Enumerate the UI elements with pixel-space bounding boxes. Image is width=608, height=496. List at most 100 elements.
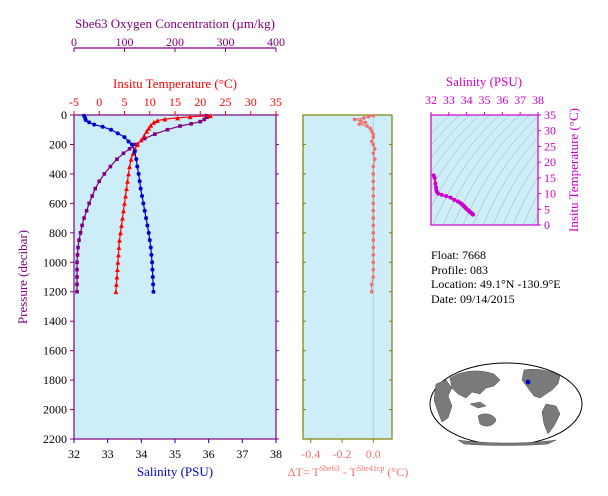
salinity-point — [109, 127, 114, 132]
delta-t-point — [358, 119, 363, 123]
temperature-point — [146, 125, 152, 131]
temperature-point — [162, 116, 168, 122]
ts-salinity-tick-label: 34 — [461, 93, 473, 107]
ts-isopycnal — [431, 115, 461, 146]
delta-t-label-sup-sbe63: Sbe63 — [320, 464, 340, 473]
salinity-point — [100, 124, 105, 129]
oxygen-point — [93, 186, 98, 191]
profile-panel: Sbe63 Oxygen Concentration (µm/kg) 0 100 2… — [15, 16, 285, 479]
pressure-tick-label: 1200 — [43, 285, 67, 299]
temperature-tick-label: 20 — [194, 95, 206, 109]
temperature-point — [119, 223, 124, 228]
salinity-point — [140, 194, 145, 198]
salinity-tick-label: 36 — [203, 447, 215, 461]
salinity-point — [115, 131, 120, 136]
delta-t-tick-label: 0.0 — [366, 447, 381, 461]
temperature-point — [126, 171, 131, 177]
oxygen-point — [75, 253, 80, 257]
salinity-point — [132, 149, 137, 154]
delta-t-point — [371, 216, 376, 220]
delta-t-point — [371, 151, 376, 156]
temperature-point — [130, 150, 136, 156]
pressure-tick-label: 0 — [61, 108, 67, 122]
salinity-point — [134, 157, 139, 162]
delta-t-axis-label: ΔT= TSbe63 - TSbe41cp (°C) — [288, 464, 408, 479]
delta-t-tick-label: -0.4 — [301, 447, 320, 461]
ts-temperature-tick-label: 20 — [544, 155, 556, 169]
oxygen-tick-label: 0 — [71, 35, 77, 49]
delta-t-point — [371, 231, 376, 235]
delta-t-point — [371, 194, 376, 198]
salinity-point — [129, 142, 134, 147]
ts-isopycnal — [432, 115, 511, 225]
temperature-point — [115, 267, 120, 273]
float-id: Float: 7668 — [431, 248, 487, 262]
ts-isopycnal — [431, 115, 501, 208]
salinity-point — [150, 267, 155, 272]
delta-t-point — [371, 208, 376, 213]
oxygen-point — [189, 122, 193, 126]
location: Location: 49.1°N -130.9°E — [431, 277, 561, 291]
temperature-point — [135, 142, 141, 147]
temperature-tick-label: 25 — [220, 95, 232, 109]
salinity-point — [87, 120, 92, 125]
oxygen-point — [121, 151, 126, 156]
temperature-point — [138, 137, 144, 143]
salinity-tick-label: 37 — [236, 447, 248, 461]
salinity-point — [136, 171, 141, 176]
salinity-point — [150, 275, 155, 279]
delta-t-point — [373, 147, 377, 151]
oxygen-point — [165, 127, 170, 132]
delta-t-plot-frame — [302, 114, 393, 440]
temperature-point — [175, 115, 180, 121]
delta-t-point — [371, 113, 376, 118]
delta-t-point — [365, 124, 369, 128]
ts-salinity-tick-label: 33 — [443, 93, 455, 107]
temperature-tick-label: 5 — [122, 95, 128, 109]
map-indonesia — [469, 401, 487, 409]
ts-point — [432, 175, 437, 180]
map-asia — [449, 370, 501, 399]
salinity-point — [135, 164, 140, 169]
ts-salinity-tick-label: 36 — [496, 93, 508, 107]
delta-t-panel: -0.4 -0.2 0.0 ΔT= TSbe63 - TSbe41cp (°C) — [288, 113, 408, 479]
ts-temperature-tick-label: 25 — [544, 139, 556, 153]
salinity-axis-label: Salinity (PSU) — [137, 464, 213, 479]
ts-point — [439, 192, 444, 197]
temperature-point — [117, 237, 122, 243]
profile-number: Profile: 083 — [431, 262, 488, 277]
map-australia — [477, 413, 497, 427]
delta-t-point — [352, 117, 357, 122]
ts-temperature-tick-label: 30 — [544, 124, 556, 138]
ts-isopycnal — [581, 105, 608, 230]
pressure-tick-label: 1000 — [43, 255, 67, 269]
temperature-point — [115, 259, 121, 265]
temperature-point — [144, 128, 150, 134]
salinity-point — [138, 186, 143, 191]
pressure-tick-label: 600 — [49, 196, 67, 210]
float-info-block: Float: 7668 Profile: 083 Location: 49.1°… — [431, 248, 561, 306]
ts-isopycnal — [431, 115, 471, 159]
temperature-point — [125, 178, 130, 184]
oxygen-point — [76, 245, 80, 250]
temperature-point — [123, 193, 128, 199]
salinity-tick-label: 33 — [102, 447, 114, 461]
ts-isopycnal — [472, 125, 538, 225]
pressure-tick-label: 1600 — [43, 344, 67, 358]
oxygen-axis-label: Sbe63 Oxygen Concentration (µm/kg) — [75, 16, 275, 31]
temperature-point — [121, 208, 126, 214]
delta-t-point — [371, 260, 376, 265]
ts-isopycnal — [431, 115, 491, 190]
ts-isopycnal — [512, 176, 538, 225]
ts-temperature-axis-label: Insitu Temperature (°C) — [566, 108, 581, 232]
delta-t-label-main: ΔT= T — [288, 465, 321, 479]
salinity-point — [145, 223, 150, 228]
oxygen-point — [97, 179, 102, 184]
temperature-point — [114, 274, 120, 280]
oxygen-point — [82, 216, 86, 220]
oxygen-point — [84, 208, 89, 213]
pressure-tick-label: 400 — [49, 167, 67, 181]
temperature-tick-label: -5 — [69, 95, 79, 109]
temperature-point — [141, 133, 147, 139]
salinity-point — [122, 135, 127, 140]
